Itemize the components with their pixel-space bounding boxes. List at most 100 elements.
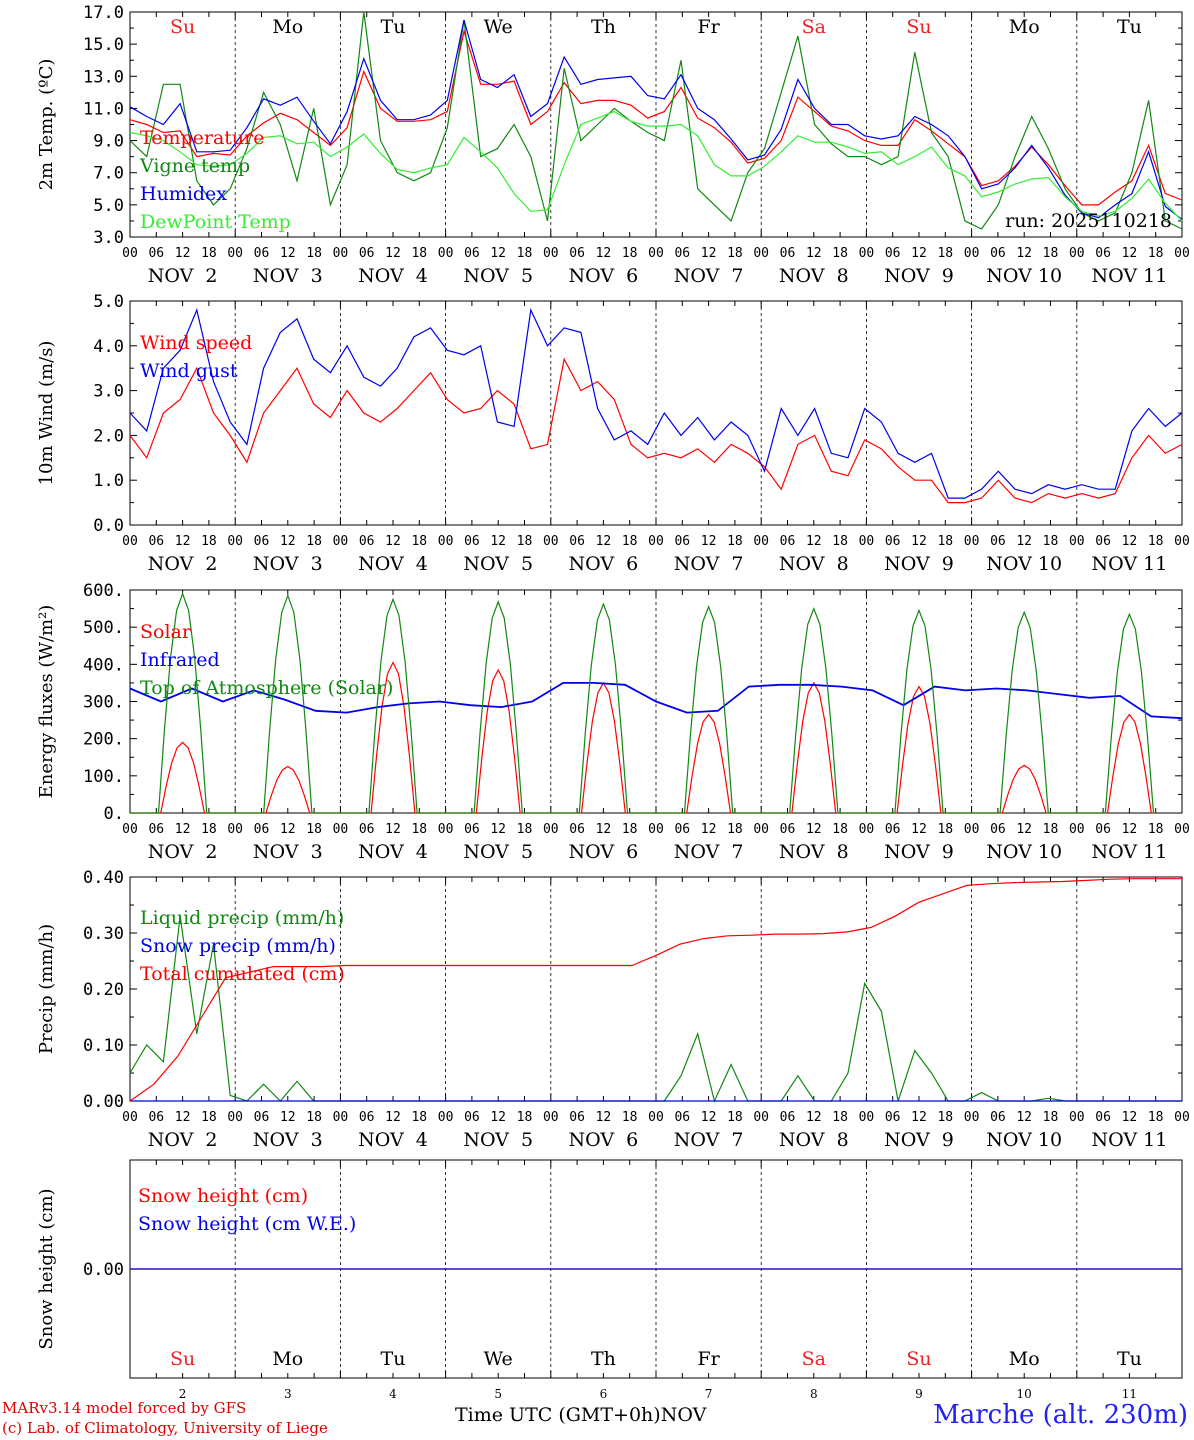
hour-tick-label: 18	[727, 822, 743, 837]
day-number-label: 4	[389, 1387, 397, 1401]
hour-tick-label: 00	[648, 534, 664, 549]
y-tick-label: 5.0	[93, 196, 124, 216]
date-label: NOV 7	[674, 553, 744, 575]
y-tick-label: 1.0	[93, 471, 124, 491]
hour-tick-label: 06	[990, 1110, 1006, 1125]
hour-tick-label: 00	[438, 822, 454, 837]
weekday-label: Tu	[381, 1348, 406, 1370]
y-tick-label: 0.00	[83, 1092, 124, 1112]
y-tick-label: 7.0	[93, 164, 124, 184]
legend-entry: Liquid precip (mm/h)	[140, 907, 344, 929]
legend-entry: Temperature	[140, 127, 264, 149]
hour-tick-label: 00	[227, 534, 243, 549]
hour-tick-label: 00	[859, 246, 875, 261]
hour-tick-label: 18	[517, 1110, 533, 1125]
hour-tick-label: 12	[596, 1110, 612, 1125]
y-tick-label: 2.0	[93, 426, 124, 446]
day-number-label: 6	[600, 1387, 608, 1401]
hour-tick-label: 00	[1069, 246, 1085, 261]
hour-tick-label: 18	[1148, 1110, 1164, 1125]
panel-2: 0.0 1.0 2.0 3.0 4.0 5.0 10m Wind (m/s) 00 06 12 18…	[36, 292, 1190, 575]
y-tick-label: 500.	[83, 618, 124, 638]
hour-tick-label: 00	[1069, 822, 1085, 837]
weekday-label: Fr	[697, 1348, 720, 1370]
date-label: NOV 10	[986, 265, 1062, 287]
hour-tick-label: 18	[832, 246, 848, 261]
y-tick-label: 5.0	[93, 292, 124, 312]
x-axis-label: Time UTC (GMT+0h)	[455, 1404, 661, 1426]
hour-tick-label: 06	[569, 534, 585, 549]
run-annotation: run: 2025110218	[1005, 210, 1172, 232]
series-line-temperature	[129, 28, 1183, 206]
hour-tick-label: 00	[753, 534, 769, 549]
hour-tick-label: 06	[1095, 534, 1111, 549]
y-tick-label: 17.0	[83, 3, 124, 23]
hour-tick-label: 06	[1095, 822, 1111, 837]
date-label: NOV 11	[1091, 553, 1167, 575]
legend-entry: Vigne temp	[139, 155, 250, 177]
date-label: NOV 11	[1091, 841, 1167, 863]
hour-tick-label: 12	[701, 1110, 717, 1125]
date-label: NOV 9	[884, 841, 954, 863]
y-axis-label: Energy fluxes (W/m²)	[36, 605, 57, 799]
hour-tick-label: 06	[148, 1110, 164, 1125]
hour-tick-label: 00	[227, 822, 243, 837]
hour-tick-label: 06	[359, 246, 375, 261]
hour-tick-label: 00	[1174, 822, 1190, 837]
hour-tick-label: 18	[306, 534, 322, 549]
hour-tick-label: 18	[727, 1110, 743, 1125]
hour-tick-label: 12	[806, 246, 822, 261]
date-label: NOV 8	[779, 553, 849, 575]
hour-tick-label: 18	[1043, 534, 1059, 549]
hour-tick-label: 06	[464, 534, 480, 549]
y-tick-label: 200.	[83, 730, 124, 750]
date-label: NOV 2	[148, 553, 218, 575]
hour-tick-label: 12	[911, 534, 927, 549]
y-tick-label: 400.	[83, 655, 124, 675]
date-label: NOV 6	[569, 553, 639, 575]
legend-entry: Wind speed	[140, 332, 252, 354]
date-label: NOV 8	[779, 265, 849, 287]
y-tick-label: 0.00	[83, 1260, 124, 1280]
date-label: NOV 9	[884, 553, 954, 575]
hour-tick-label: 18	[937, 822, 953, 837]
hour-tick-label: 00	[333, 534, 349, 549]
hour-tick-label: 00	[859, 822, 875, 837]
hour-tick-label: 12	[911, 246, 927, 261]
hour-tick-label: 06	[464, 822, 480, 837]
hour-tick-label: 00	[227, 246, 243, 261]
date-label: NOV 4	[358, 841, 428, 863]
series-line-top-of-atmosphere-solar-	[130, 591, 1156, 814]
hour-tick-label: 00	[964, 534, 980, 549]
weekday-label: Th	[591, 16, 616, 38]
y-tick-label: 15.0	[83, 35, 124, 55]
hour-tick-label: 12	[701, 822, 717, 837]
series-line-wind-gust	[129, 307, 1183, 499]
hour-tick-label: 00	[1174, 246, 1190, 261]
hour-tick-label: 06	[254, 822, 270, 837]
hour-tick-label: 12	[806, 1110, 822, 1125]
weekday-label: Su	[906, 16, 931, 38]
hour-tick-label: 18	[201, 1110, 217, 1125]
hour-tick-label: 06	[885, 534, 901, 549]
hour-tick-label: 00	[753, 1110, 769, 1125]
y-tick-label: 0.10	[83, 1036, 124, 1056]
date-label: NOV 5	[463, 265, 533, 287]
panel-1: 3.0 5.0 7.0 9.0 11.0 13.0 15.0 17.0 2m Temp. (ºC…	[36, 3, 1190, 287]
weekday-label: Mo	[272, 16, 303, 38]
hour-tick-label: 12	[701, 534, 717, 549]
hour-tick-label: 00	[648, 246, 664, 261]
date-label: NOV 9	[884, 265, 954, 287]
hour-tick-label: 06	[359, 534, 375, 549]
legend-entry: Top of Atmosphere (Solar)	[140, 677, 393, 699]
hour-tick-label: 12	[175, 534, 191, 549]
y-tick-label: 0.40	[83, 868, 124, 888]
hour-tick-label: 00	[122, 822, 138, 837]
hour-tick-label: 06	[148, 246, 164, 261]
date-label: NOV 6	[569, 265, 639, 287]
hour-tick-label: 18	[411, 1110, 427, 1125]
y-tick-label: 4.0	[93, 337, 124, 357]
weekday-label: Sa	[802, 1348, 826, 1370]
hour-tick-label: 00	[648, 822, 664, 837]
